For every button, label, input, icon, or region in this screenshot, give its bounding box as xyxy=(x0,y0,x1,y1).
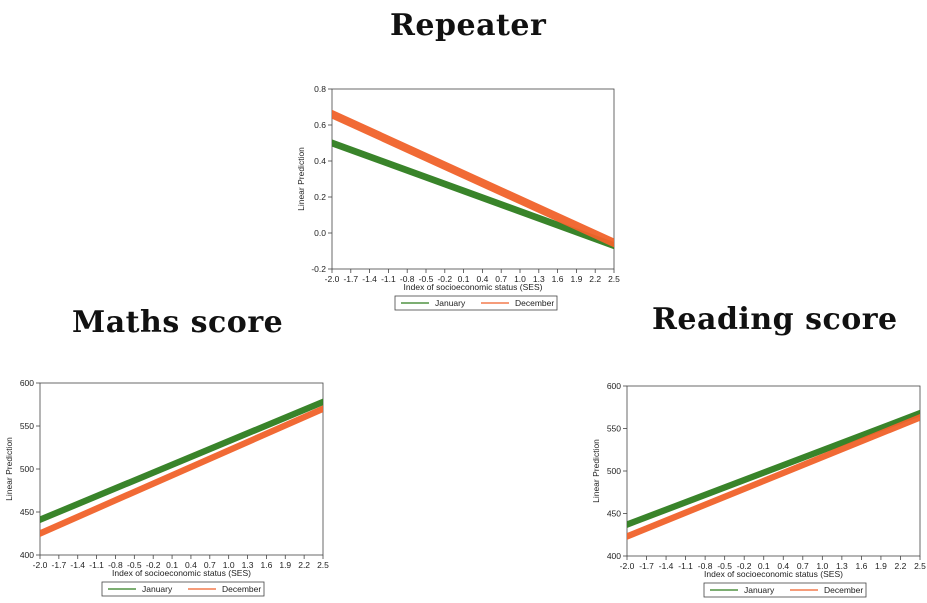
reading-x-axis-title: Index of socioeconomic status (SES) xyxy=(704,569,843,579)
repeater-x-tick-label: -2.0 xyxy=(325,274,340,284)
maths-x-axis-title: Index of socioeconomic status (SES) xyxy=(112,568,251,578)
repeater-series-december-band xyxy=(332,109,614,248)
reading-x-tick-label: 1.6 xyxy=(855,561,867,571)
reading-x-tick-label: -1.4 xyxy=(659,561,674,571)
reading-x-tick-label: -0.2 xyxy=(737,561,752,571)
maths-x-tick-label: 1.0 xyxy=(223,560,235,570)
reading-y-axis-title: Linear Prediction xyxy=(591,439,601,503)
maths-y-tick-label: 500 xyxy=(20,464,34,474)
maths-x-tick-label: -2.0 xyxy=(33,560,48,570)
maths-series-january-band xyxy=(40,398,323,524)
maths-chart: 400 450 500 550 600 -2.0 -1.7 -1.4 -1.1 -0.8 -0.5-… xyxy=(4,378,329,597)
maths-y-tick-label: 550 xyxy=(20,421,34,431)
maths-x-tick-label: -1.1 xyxy=(89,560,104,570)
maths-x-tick-label: 0.4 xyxy=(185,560,197,570)
reading-x-tick-label: 0.4 xyxy=(777,561,789,571)
reading-x-tick-label: 1.0 xyxy=(816,561,828,571)
maths-legend-label-january: January xyxy=(142,584,173,594)
reading-y-tick-label: 400 xyxy=(607,551,621,561)
repeater-x-tick-label: 0.4 xyxy=(476,274,488,284)
repeater-x-tick-label: -1.7 xyxy=(343,274,358,284)
repeater-x-tick-label: -0.8 xyxy=(400,274,415,284)
reading-x-tick-label: 2.2 xyxy=(895,561,907,571)
repeater-x-tick-label: 0.7 xyxy=(495,274,507,284)
reading-x-tick-label: -2.0 xyxy=(620,561,635,571)
maths-x-tick-label: 2.2 xyxy=(298,560,310,570)
repeater-y-tick-label: -0.2 xyxy=(311,264,326,274)
maths-legend xyxy=(101,581,265,597)
maths-series-december-band xyxy=(40,405,323,537)
maths-y-axis-title: Linear Prediction xyxy=(4,437,14,501)
repeater-x-tick-label: 2.2 xyxy=(589,274,601,284)
reading-x-tick-label: 1.9 xyxy=(875,561,887,571)
repeater-x-tick-label: 2.5 xyxy=(608,274,620,284)
reading-x-tick-label: -1.7 xyxy=(639,561,654,571)
repeater-legend xyxy=(394,295,558,311)
maths-x-tick-label: 0.1 xyxy=(166,560,178,570)
reading-x-tick-label: 2.5 xyxy=(914,561,926,571)
repeater-series-january-band xyxy=(332,139,614,250)
maths-x-tick-label: -0.2 xyxy=(146,560,161,570)
repeater-legend-label-january: January xyxy=(435,298,466,308)
reading-y-tick-label: 450 xyxy=(607,509,621,519)
maths-y-tick-label: 450 xyxy=(20,507,34,517)
repeater-x-tick-label: -1.4 xyxy=(362,274,377,284)
reading-heading: Reading score xyxy=(652,302,898,337)
reading-y-tick-label: 500 xyxy=(607,466,621,476)
repeater-y-axis-title: Linear Prediction xyxy=(296,147,306,211)
maths-x-tick-label: 0.7 xyxy=(204,560,216,570)
reading-series-december-band xyxy=(627,414,920,540)
repeater-x-tick-label: 0.1 xyxy=(458,274,470,284)
repeater-x-axis-title: Index of socioeconomic status (SES) xyxy=(404,282,543,292)
reading-x-tick-label: 0.7 xyxy=(797,561,809,571)
repeater-y-tick-label: 0.8 xyxy=(314,84,326,94)
maths-x-tick-label: 1.9 xyxy=(279,560,291,570)
repeater-y-tick-label: 0.2 xyxy=(314,192,326,202)
maths-x-tick-label: -0.5 xyxy=(127,560,142,570)
maths-x-tick-label: -0.8 xyxy=(108,560,123,570)
maths-y-tick-label: 400 xyxy=(20,550,34,560)
maths-y-tick-label: 600 xyxy=(20,378,34,388)
maths-x-tick-label: 1.3 xyxy=(242,560,254,570)
repeater-y-tick-label: 0.0 xyxy=(314,228,326,238)
repeater-y-tick-label: 0.4 xyxy=(314,156,326,166)
reading-x-tick-label: 1.3 xyxy=(836,561,848,571)
repeater-x-tick-label: 1.0 xyxy=(514,274,526,284)
reading-x-tick-label: 0.1 xyxy=(758,561,770,571)
reading-x-tick-label: -0.8 xyxy=(698,561,713,571)
reading-y-tick-label: 600 xyxy=(607,381,621,391)
reading-x-tick-label: -0.5 xyxy=(717,561,732,571)
repeater-heading: Repeater xyxy=(390,8,547,43)
repeater-x-tick-label: -0.5 xyxy=(419,274,434,284)
repeater-legend-label-december: December xyxy=(515,298,554,308)
reading-chart: 400 450 500 550 600 -2.0 -1.7 -1.4 -1.1 -0.8 -0.5-… xyxy=(591,381,926,598)
repeater-x-tick-label: 1.9 xyxy=(570,274,582,284)
repeater-x-tick-label: -0.2 xyxy=(437,274,452,284)
reading-y-tick-label: 550 xyxy=(607,424,621,434)
maths-x-tick-label: 2.5 xyxy=(317,560,329,570)
reading-x-tick-label: -1.1 xyxy=(678,561,693,571)
repeater-y-tick-label: 0.6 xyxy=(314,120,326,130)
repeater-x-tick-label: 1.6 xyxy=(552,274,564,284)
reading-legend-label-december: December xyxy=(824,585,863,595)
reading-legend-label-january: January xyxy=(744,585,775,595)
reading-legend xyxy=(703,582,867,598)
maths-x-tick-label: -1.4 xyxy=(70,560,85,570)
maths-heading: Maths score xyxy=(72,305,284,340)
maths-x-tick-label: -1.7 xyxy=(52,560,67,570)
maths-x-tick-label: 1.6 xyxy=(260,560,272,570)
maths-legend-label-december: December xyxy=(222,584,261,594)
repeater-x-tick-label: 1.3 xyxy=(533,274,545,284)
repeater-x-tick-label: -1.1 xyxy=(381,274,396,284)
reading-series-january-band xyxy=(627,409,920,528)
repeater-chart: -0.20.00.20.40.60.8-2.0 -1.7 -1.4 -1.1 -0.8-… xyxy=(296,84,620,311)
